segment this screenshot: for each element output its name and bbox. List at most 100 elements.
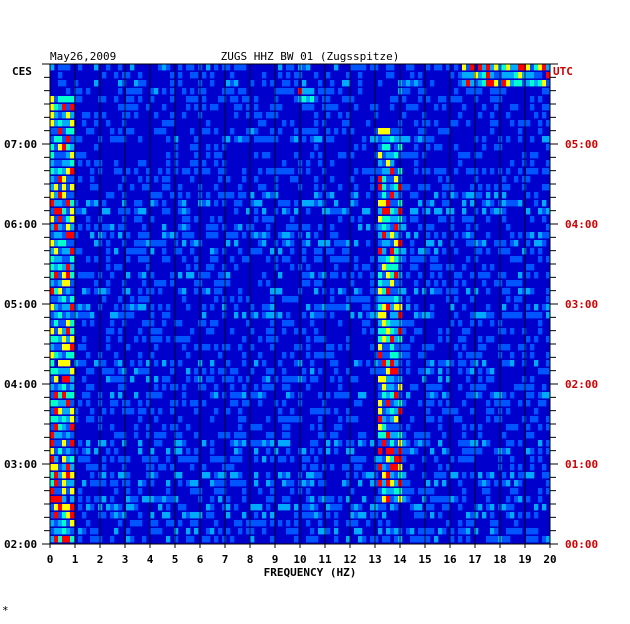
heatmap-cell <box>182 224 187 231</box>
heatmap-cell <box>474 208 479 215</box>
heatmap-cell <box>310 128 315 135</box>
heatmap-cell <box>258 184 263 191</box>
heatmap-cell <box>306 512 311 519</box>
heatmap-cell <box>50 224 55 231</box>
heatmap-cell <box>202 472 207 479</box>
heatmap-cell <box>214 160 219 167</box>
heatmap-cell <box>282 88 287 95</box>
heatmap-cell <box>486 200 491 207</box>
heatmap-cell <box>506 200 511 207</box>
heatmap-cell <box>106 64 111 71</box>
heatmap-cell <box>462 528 467 535</box>
heatmap-cell <box>430 368 435 375</box>
heatmap-cell <box>390 192 395 199</box>
heatmap-cell <box>346 120 351 127</box>
heatmap-cell <box>518 464 523 471</box>
heatmap-cell <box>402 480 407 487</box>
heatmap-cell <box>342 464 347 471</box>
heatmap-cell <box>226 528 231 535</box>
heatmap-cell <box>306 472 311 479</box>
heatmap-cell <box>126 96 131 103</box>
heatmap-cell <box>434 456 439 463</box>
heatmap-cell <box>170 96 175 103</box>
heatmap-cell <box>54 184 59 191</box>
heatmap-cell <box>106 240 111 247</box>
heatmap-cell <box>222 160 227 167</box>
heatmap-cell <box>290 456 295 463</box>
heatmap-cell <box>330 304 335 311</box>
heatmap-cell <box>330 88 335 95</box>
heatmap-cell <box>506 424 511 431</box>
heatmap-cell <box>394 344 399 351</box>
heatmap-cell <box>510 64 515 71</box>
heatmap-cell <box>454 312 459 319</box>
heatmap-cell <box>254 520 259 527</box>
heatmap-cell <box>474 312 479 319</box>
heatmap-cell <box>54 320 59 327</box>
heatmap-cell <box>126 536 131 543</box>
heatmap-cell <box>414 288 419 295</box>
heatmap-cell <box>358 480 363 487</box>
footer-mark: * <box>2 604 9 617</box>
heatmap-cell <box>418 512 423 519</box>
heatmap-cell <box>434 232 439 239</box>
heatmap-cell <box>150 88 155 95</box>
heatmap-cell <box>282 160 287 167</box>
heatmap-cell <box>378 184 383 191</box>
heatmap-cell <box>322 120 327 127</box>
heatmap-cell <box>306 488 311 495</box>
heatmap-cell <box>302 464 307 471</box>
heatmap-cell <box>314 144 319 151</box>
heatmap-cell <box>118 368 123 375</box>
heatmap-cell <box>66 280 71 287</box>
heatmap-cell <box>210 512 215 519</box>
heatmap-cell <box>310 320 315 327</box>
heatmap-cell <box>406 368 411 375</box>
heatmap-cell <box>382 312 387 319</box>
heatmap-cell <box>66 176 71 183</box>
x-tick-label: 4 <box>147 553 154 566</box>
heatmap-cell <box>382 136 387 143</box>
heatmap-cell <box>182 112 187 119</box>
heatmap-cell <box>406 488 411 495</box>
heatmap-cell <box>270 112 275 119</box>
heatmap-cell <box>214 520 219 527</box>
heatmap-cell <box>154 200 159 207</box>
heatmap-cell <box>86 128 91 135</box>
heatmap-cell <box>194 168 199 175</box>
heatmap-cell <box>390 72 395 79</box>
heatmap-cell <box>446 336 451 343</box>
heatmap-cell <box>206 120 211 127</box>
heatmap-cell <box>454 168 459 175</box>
heatmap-cell <box>530 528 535 535</box>
left-time-label: 07:00 <box>4 138 37 151</box>
heatmap-cell <box>54 120 59 127</box>
heatmap-cell <box>382 184 387 191</box>
heatmap-cell <box>50 232 55 239</box>
heatmap-cell <box>62 392 67 399</box>
heatmap-cell <box>158 328 163 335</box>
heatmap-cell <box>202 312 207 319</box>
heatmap-cell <box>230 464 235 471</box>
heatmap-cell <box>394 256 399 263</box>
heatmap-cell <box>66 272 71 279</box>
heatmap-cell <box>522 472 527 479</box>
heatmap-cell <box>58 296 63 303</box>
heatmap-cell <box>354 528 359 535</box>
heatmap-cell <box>450 208 455 215</box>
heatmap-cell <box>278 472 283 479</box>
heatmap-cell <box>422 248 427 255</box>
x-tick-label: 1 <box>72 553 79 566</box>
heatmap-cell <box>358 64 363 71</box>
heatmap-cell <box>62 368 67 375</box>
heatmap-cell <box>222 264 227 271</box>
heatmap-cell <box>274 184 279 191</box>
heatmap-cell <box>478 320 483 327</box>
heatmap-cell <box>330 360 335 367</box>
heatmap-cell <box>326 304 331 311</box>
heatmap-cell <box>174 240 179 247</box>
heatmap-cell <box>162 280 167 287</box>
heatmap-cell <box>430 512 435 519</box>
heatmap-cell <box>62 264 67 271</box>
heatmap-cell <box>530 416 535 423</box>
